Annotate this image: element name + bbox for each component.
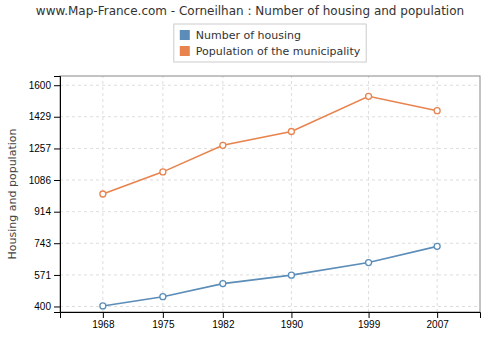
grid-line-y [60,243,480,244]
grid [60,76,480,312]
legend: Number of housing Population of the munic… [174,24,366,62]
legend-item: Number of housing [180,29,301,42]
grid-line-y [60,274,480,275]
y-axis-tick: 400 [34,301,60,312]
chart-container: www.Map-France.com - Corneilhan : Number… [0,0,500,340]
series [100,93,440,197]
y-axis-tick-label: 1086 [29,175,52,186]
y-axis-tick: 1086 [29,175,60,186]
x-axis-tick-label: 1999 [358,319,381,330]
point [288,128,294,134]
grid-line-y [60,85,480,86]
x-axis-tick-mark [291,312,292,318]
y-axis-tick: 1429 [29,111,60,122]
line [103,96,437,194]
point [100,191,106,197]
line [103,246,437,306]
x-axis-tick: 1999 [358,312,381,330]
y-axis-tick-mark [54,275,60,276]
x-axis-tick-mark [163,312,164,318]
point [220,142,226,148]
title: www.Map-France.com - Corneilhan : Number… [36,4,464,18]
point [434,243,440,249]
grid-line-x [368,76,369,312]
y-axis-tick: 914 [34,206,60,217]
grid-line-y [60,211,480,212]
x-axis-tick-label: 1990 [281,319,304,330]
y-axis-tick: 743 [34,238,60,249]
x-axis-tick: 1968 [92,312,115,330]
point [288,272,294,278]
y-axis-tick-mark [54,117,60,118]
y-axis-tick-mark [54,306,60,307]
y-axis-tick-mark [54,212,60,213]
grid-line-y [60,116,480,117]
y-axis-tick-label: 1600 [29,80,52,91]
grid-line-x [162,76,163,312]
y-axis-tick-label: 914 [34,206,51,217]
y-axis-tick-mark [54,243,60,244]
x-axis-tick-mark [437,312,438,318]
legend-swatch [180,30,190,40]
legend-label: Population of the municipality [196,45,361,58]
y-axis-tick-mark [54,180,60,181]
grid-line-y [60,148,480,149]
x-axis-line [61,313,481,319]
legend-swatch [180,46,190,56]
point [434,108,440,114]
y-axis-tick-mark [54,85,60,86]
x-axis-tick: 2007 [427,312,450,330]
chart: www.Map-France.com - Corneilhan : Number… [0,0,500,340]
grid-line-x [222,76,223,312]
y-axis-line [54,77,61,313]
x-axis: 1968 1975 1982 1990 1999 2007 [61,312,481,330]
y-axis-title: Housing and population [6,129,19,260]
legend-label: Number of housing [196,29,301,42]
series [100,243,440,309]
y-axis-tick-label: 743 [34,238,51,249]
x-axis-tick-mark [223,312,224,318]
x-axis-tick-mark [369,312,370,318]
y-axis-tick: 1600 [29,80,60,91]
point [220,281,226,287]
y-axis-tick-label: 1429 [29,111,52,122]
x-axis-tick: 1982 [212,312,235,330]
x-axis-tick-label: 1975 [152,319,175,330]
y-axis-tick-label: 571 [34,270,51,281]
grid-line-y [60,306,480,307]
plot-frame [60,76,480,312]
point [100,303,106,309]
y-axis-tick: 571 [34,270,60,281]
y-axis-tick-mark [54,148,60,149]
point [366,93,372,99]
y-axis-tick: 1257 [29,143,60,154]
point [366,260,372,266]
point [160,294,166,300]
point [160,169,166,175]
x-axis-tick-mark [103,312,104,318]
y-axis-tick-label: 1257 [29,143,52,154]
legend-frame [174,24,366,62]
x-axis-tick-label: 2007 [427,319,450,330]
marks [100,93,440,309]
y-axis-tick-label: 400 [34,301,51,312]
x-axis-tick-label: 1982 [212,319,235,330]
x-axis-tick: 1975 [152,312,175,330]
grid-line-y [60,179,480,180]
legend-item: Population of the municipality [180,45,361,58]
x-axis-tick-label: 1968 [92,319,115,330]
y-axis: 400 571 743 914 1086 1257 1429 1600 [29,77,61,313]
x-axis-tick: 1990 [281,312,304,330]
